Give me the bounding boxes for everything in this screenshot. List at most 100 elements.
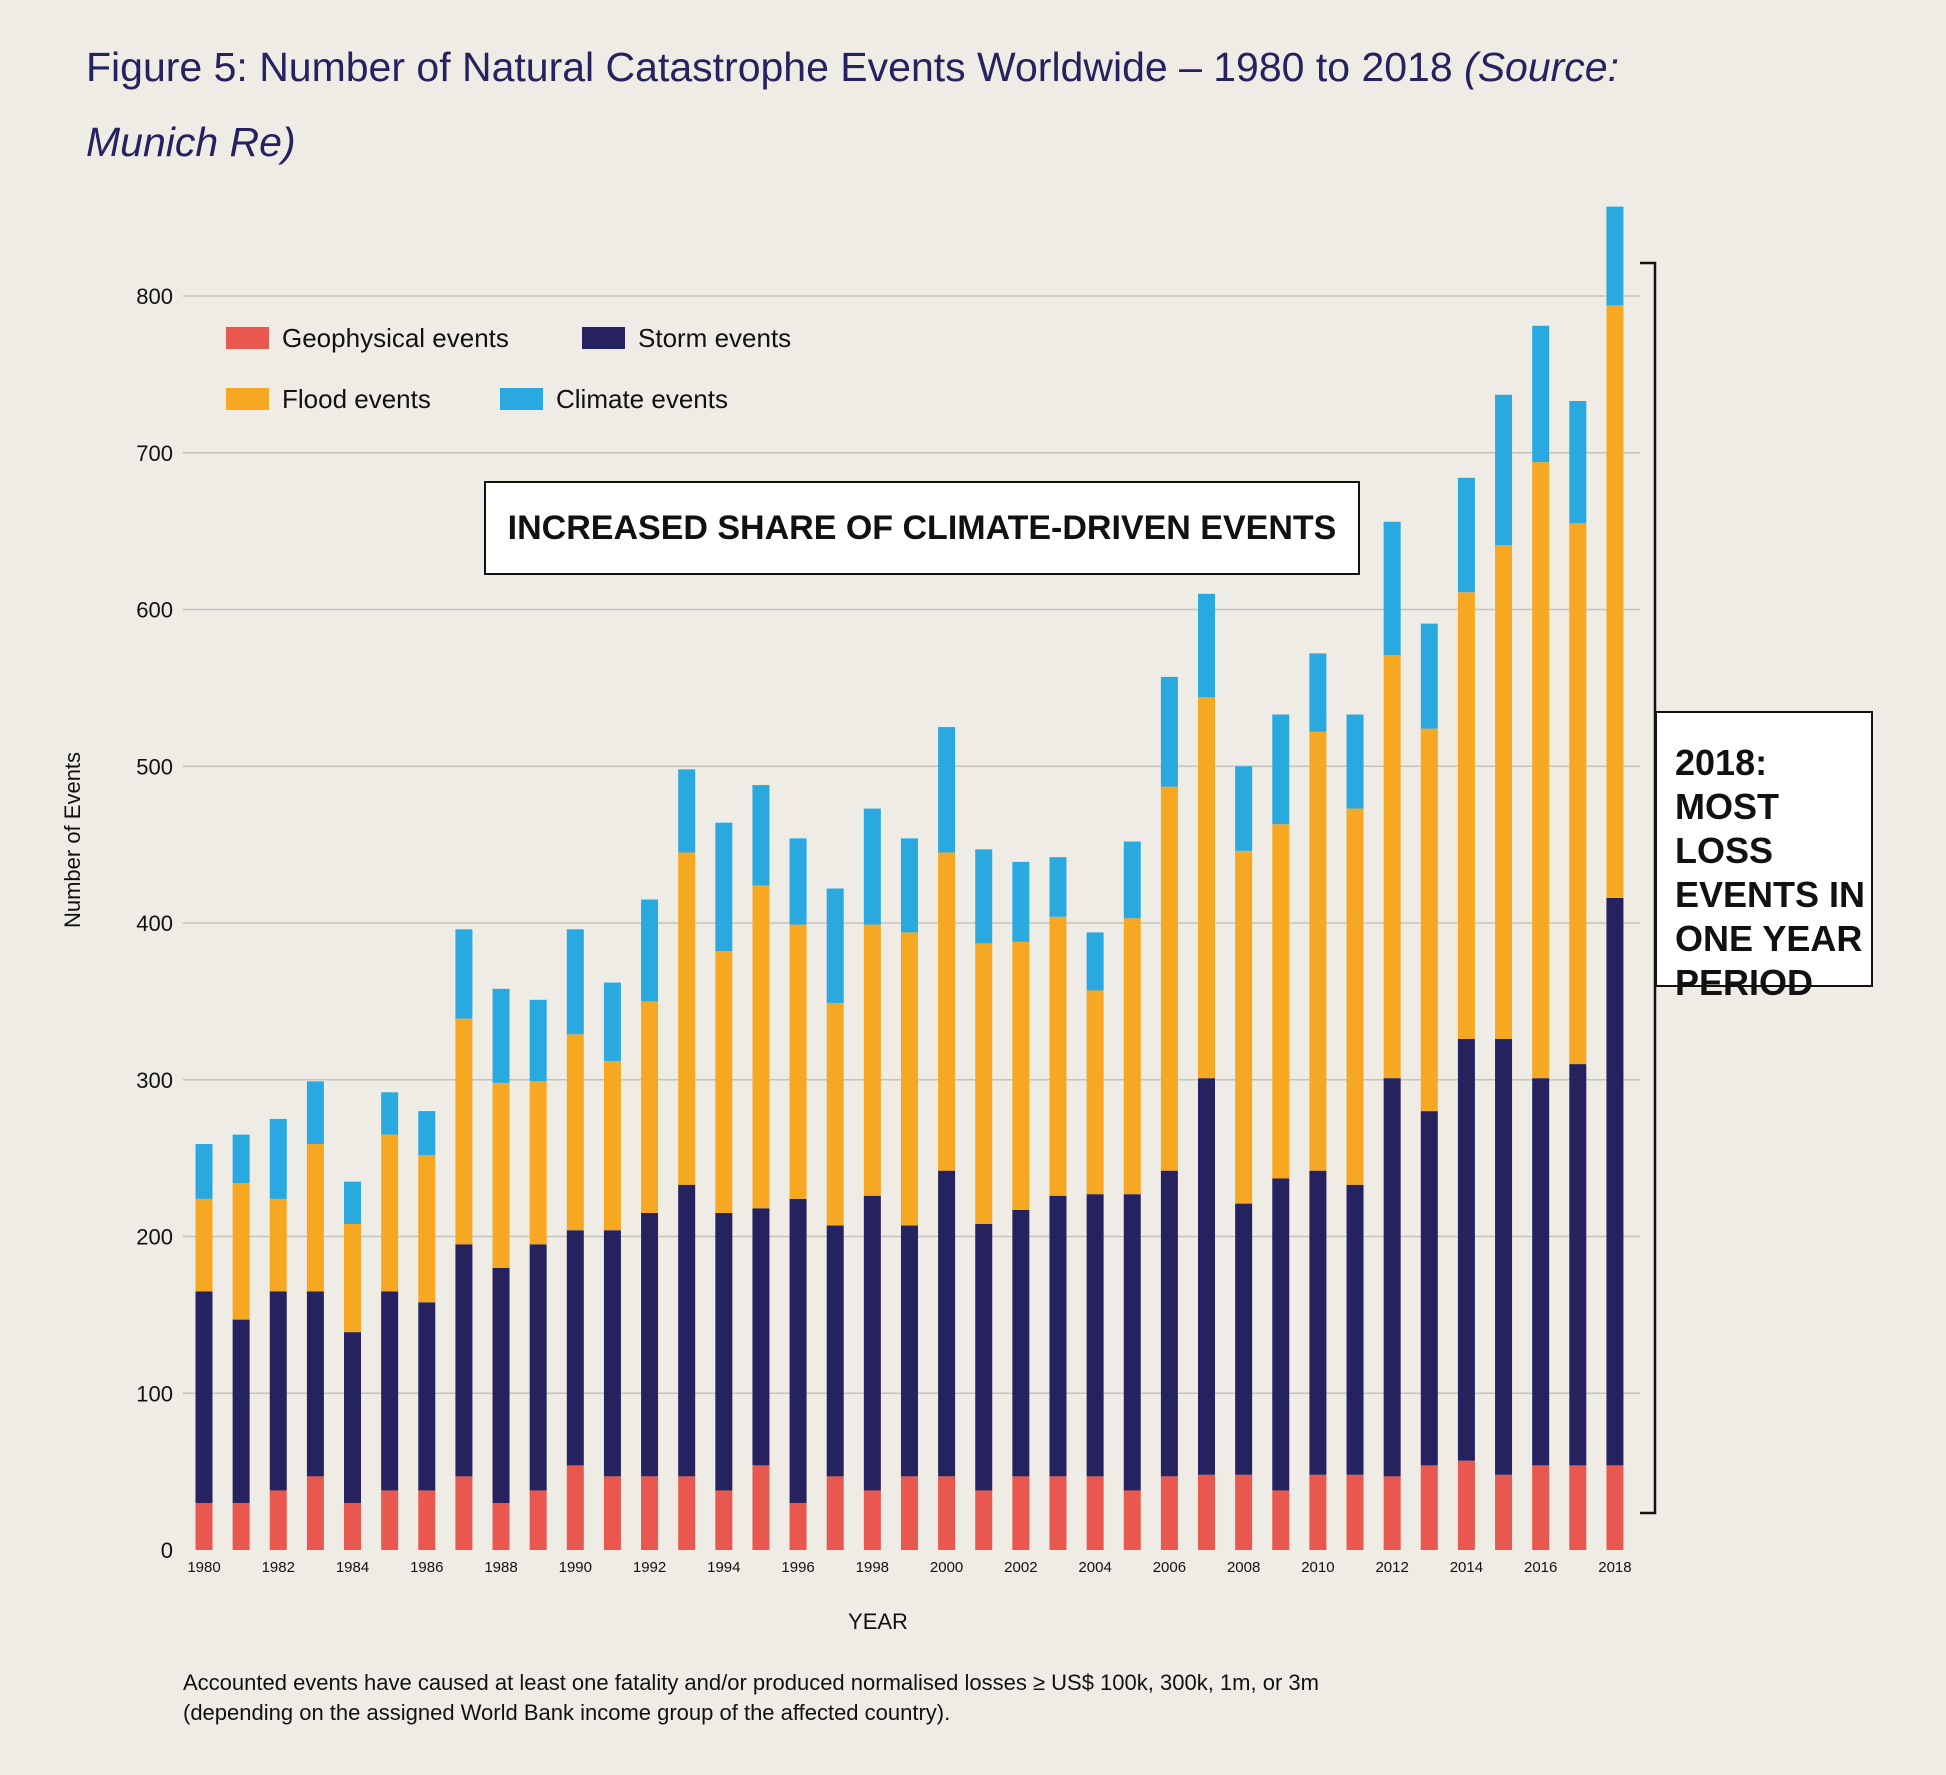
bar-geophysical-1995 bbox=[752, 1465, 770, 1550]
bar-flood-2002 bbox=[1012, 941, 1030, 1210]
legend-label-storm: Storm events bbox=[638, 323, 791, 353]
climate-share-text: INCREASED SHARE OF CLIMATE-DRIVEN EVENTS bbox=[507, 508, 1337, 547]
bar-geophysical-2011 bbox=[1346, 1474, 1364, 1550]
footnote: Accounted events have caused at least on… bbox=[183, 1668, 1683, 1728]
bar-flood-2007 bbox=[1198, 697, 1216, 1079]
bar-flood-1986 bbox=[418, 1154, 436, 1303]
bar-storm-2014 bbox=[1457, 1039, 1475, 1461]
bar-climate-1987 bbox=[455, 929, 473, 1019]
bar-geophysical-2004 bbox=[1086, 1476, 1104, 1550]
legend-swatch-climate bbox=[500, 388, 543, 410]
bar-flood-1983 bbox=[306, 1144, 324, 1292]
bar-climate-2014 bbox=[1457, 477, 1475, 593]
chart-title: Figure 5: Number of Natural Catastrophe … bbox=[86, 30, 1646, 180]
bar-storm-2012 bbox=[1383, 1078, 1401, 1477]
bar-climate-2015 bbox=[1495, 394, 1513, 546]
bar-flood-2015 bbox=[1495, 545, 1513, 1039]
bar-storm-2011 bbox=[1346, 1184, 1364, 1475]
bar-geophysical-2005 bbox=[1123, 1490, 1141, 1550]
x-tick-label: 1998 bbox=[856, 1559, 889, 1576]
x-tick-label: 2008 bbox=[1227, 1559, 1260, 1576]
bar-storm-2010 bbox=[1309, 1170, 1327, 1475]
bar-flood-1982 bbox=[269, 1198, 287, 1292]
bar-geophysical-2006 bbox=[1160, 1476, 1178, 1550]
bar-geophysical-2002 bbox=[1012, 1476, 1030, 1550]
bar-flood-1985 bbox=[381, 1134, 399, 1292]
bar-flood-2011 bbox=[1346, 808, 1364, 1185]
bar-climate-2009 bbox=[1272, 714, 1290, 825]
bar-flood-2008 bbox=[1235, 850, 1253, 1204]
x-tick-label: 1986 bbox=[410, 1559, 443, 1576]
bar-storm-1988 bbox=[492, 1267, 510, 1503]
bar-storm-2005 bbox=[1123, 1194, 1141, 1491]
bar-flood-2005 bbox=[1123, 918, 1141, 1195]
bar-climate-1985 bbox=[381, 1092, 399, 1135]
bar-storm-1992 bbox=[641, 1212, 659, 1477]
bar-geophysical-2001 bbox=[975, 1490, 993, 1550]
bar-geophysical-2008 bbox=[1235, 1474, 1253, 1550]
bar-storm-2008 bbox=[1235, 1203, 1253, 1475]
bar-geophysical-1987 bbox=[455, 1476, 473, 1550]
y-axis-title: Number of Events bbox=[60, 752, 85, 928]
bar-geophysical-2015 bbox=[1495, 1474, 1513, 1550]
bar-storm-1983 bbox=[306, 1291, 324, 1477]
x-tick-label: 2000 bbox=[930, 1559, 963, 1576]
bar-geophysical-2010 bbox=[1309, 1474, 1327, 1550]
bar-geophysical-1992 bbox=[641, 1476, 659, 1550]
bar-geophysical-1983 bbox=[306, 1476, 324, 1550]
bar-storm-2017 bbox=[1569, 1064, 1587, 1466]
bar-flood-1990 bbox=[566, 1034, 584, 1231]
bar-climate-1988 bbox=[492, 988, 510, 1083]
legend: Geophysical events Storm events Flood even… bbox=[226, 323, 791, 414]
x-tick-label: 1994 bbox=[707, 1559, 740, 1576]
bar-storm-2015 bbox=[1495, 1039, 1513, 1475]
bar-geophysical-2009 bbox=[1272, 1490, 1290, 1550]
bar-climate-1982 bbox=[269, 1118, 287, 1199]
bar-flood-2017 bbox=[1569, 523, 1587, 1065]
bar-flood-1992 bbox=[641, 1001, 659, 1213]
y-tick-label: 600 bbox=[136, 598, 173, 623]
x-tick-label: 1992 bbox=[633, 1559, 666, 1576]
bar-climate-2002 bbox=[1012, 861, 1030, 942]
bar-geophysical-1980 bbox=[195, 1502, 213, 1550]
bar-flood-1991 bbox=[603, 1060, 621, 1231]
bar-geophysical-2007 bbox=[1198, 1474, 1216, 1550]
bar-geophysical-1986 bbox=[418, 1490, 436, 1550]
bar-climate-1986 bbox=[418, 1111, 436, 1155]
climate-share-annotation: INCREASED SHARE OF CLIMATE-DRIVEN EVENTS bbox=[484, 481, 1360, 575]
bar-flood-2016 bbox=[1532, 462, 1550, 1079]
bar-storm-1997 bbox=[826, 1225, 844, 1477]
bar-storm-1994 bbox=[715, 1212, 733, 1491]
bar-flood-2000 bbox=[938, 852, 956, 1171]
bar-geophysical-1982 bbox=[269, 1490, 287, 1550]
bar-flood-1980 bbox=[195, 1198, 213, 1292]
bar-geophysical-2018 bbox=[1606, 1465, 1624, 1550]
record-line: EVENTS IN bbox=[1675, 874, 1866, 915]
legend-label-flood: Flood events bbox=[282, 384, 431, 414]
bar-climate-2004 bbox=[1086, 932, 1104, 991]
y-tick-label: 300 bbox=[136, 1068, 173, 1093]
bar-flood-1995 bbox=[752, 885, 770, 1209]
bar-geophysical-1997 bbox=[826, 1476, 844, 1550]
bar-flood-2006 bbox=[1160, 786, 1178, 1171]
bar-geophysical-1990 bbox=[566, 1465, 584, 1550]
bar-climate-1989 bbox=[529, 999, 547, 1082]
bar-geophysical-1985 bbox=[381, 1490, 399, 1550]
bar-climate-2016 bbox=[1532, 325, 1550, 463]
footnote-line-2: (depending on the assigned World Bank in… bbox=[183, 1700, 951, 1725]
title-main: Figure 5: Number of Natural Catastrophe … bbox=[86, 44, 1465, 90]
bar-geophysical-2012 bbox=[1383, 1476, 1401, 1550]
bar-geophysical-1989 bbox=[529, 1490, 547, 1550]
bar-climate-1994 bbox=[715, 822, 733, 952]
bar-storm-1987 bbox=[455, 1244, 473, 1477]
bar-climate-2007 bbox=[1198, 593, 1216, 698]
bar-storm-1999 bbox=[900, 1225, 918, 1477]
bar-storm-2001 bbox=[975, 1223, 993, 1491]
legend-label-climate: Climate events bbox=[556, 384, 728, 414]
x-tick-label: 2018 bbox=[1598, 1559, 1631, 1576]
bar-storm-1991 bbox=[603, 1230, 621, 1477]
bar-storm-2009 bbox=[1272, 1178, 1290, 1491]
y-tick-label: 400 bbox=[136, 911, 173, 936]
bar-flood-1988 bbox=[492, 1082, 510, 1268]
